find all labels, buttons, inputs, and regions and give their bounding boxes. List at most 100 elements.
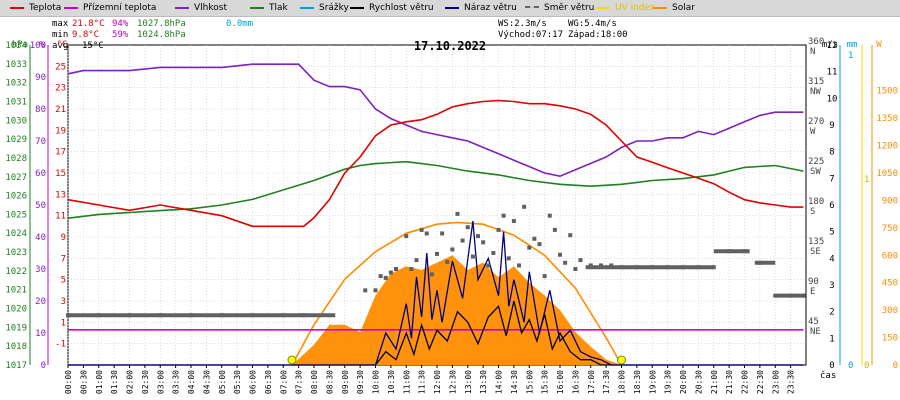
wind-direction-point [394,267,398,271]
wind-direction-point [578,258,583,263]
wind-direction-point [486,263,491,268]
legend-item[interactable]: Přízemní teplota [64,3,156,13]
solar-tick-label: 1500 [876,87,898,97]
stat-min-humidity: 59% [112,30,129,40]
wind-direction-point [363,288,368,293]
wind-direction-point [506,256,511,261]
humidity-tick-label: 50 [35,201,46,211]
direction-tick-label: 45 [808,317,819,327]
wind-direction-point [429,272,434,277]
x-tick-label: 03:00 [156,370,165,394]
temperature-tick-label: 5 [61,276,66,286]
x-tick-label: 11:00 [402,370,411,394]
x-tick-label: 14:30 [510,370,519,394]
legend-item[interactable]: Srážky [300,3,349,13]
wind-direction-point [424,231,429,236]
solar-tick-label: 0 [893,361,898,371]
wind-tick-label: 3 [829,281,834,291]
x-tick-label: 05:00 [218,370,227,394]
x-tick-label: 16:30 [571,370,580,394]
wind-tick-label: 5 [829,228,834,238]
temperature-tick-label: 21 [55,105,66,115]
legend-item[interactable]: Rychlost větru [350,3,434,13]
x-tick-label: 14:00 [495,370,504,394]
direction-tick-label: 135 [808,237,824,247]
wind-tick-label: 12 [827,41,838,51]
pressure-tick-label: 1026 [5,192,27,202]
solar-tick-label: 450 [882,279,898,289]
wind-tick-label: 2 [829,308,834,318]
x-tick-label: 04:00 [187,370,196,394]
temperature-tick-label: 1 [61,318,66,328]
rain-tick-label: 1 [848,51,853,61]
temperature-tick-label: 17 [55,148,66,158]
x-tick-label: 16:00 [556,370,565,394]
direction-compass-label: NW [810,87,821,97]
legend-swatch [10,6,24,9]
wind-direction-point [491,251,496,255]
solar-tick-label: 150 [882,334,898,344]
wind-tick-label: 6 [829,201,834,211]
stat-min-label: min [52,30,68,40]
pressure-tick-label: 1029 [5,135,27,145]
direction-tick-label: 225 [808,157,824,167]
direction-compass-label: W [810,127,816,137]
wind-direction-point [537,242,542,247]
wind-tick-label: 7 [829,174,834,184]
x-tick-label: 19:30 [664,370,673,394]
wind-tick-label: 0 [829,361,834,371]
sunrise-info: Východ:07:17 [498,30,563,40]
humidity-tick-label: 80 [35,105,46,115]
wind-tick-label: 4 [829,254,834,264]
wind-direction-point [445,259,450,264]
legend-label: Solar [672,3,695,13]
legend-item[interactable]: UV index [596,3,655,13]
wind-direction-point [378,274,383,279]
x-tick-label: 18:00 [618,370,627,394]
wind-direction-point [409,267,414,271]
legend-item[interactable]: Teplota [10,3,61,13]
legend-item[interactable]: Solar [653,3,695,13]
pressure-axis-unit: hPa [12,40,28,50]
x-tick-label: 07:00 [279,370,288,394]
direction-compass-label: SW [810,167,821,177]
x-tick-label: 09:30 [356,370,365,394]
legend-swatch [350,6,364,9]
pressure-tick-label: 1027 [5,173,27,183]
legend-label: Tlak [269,3,288,13]
wind-direction-point [573,267,578,271]
wind-tick-label: 8 [829,148,834,158]
wind-direction-point [517,263,521,268]
x-tick-label: 23:30 [787,370,796,394]
wind-direction-point [455,211,460,216]
x-tick-label: 13:30 [479,370,488,394]
direction-compass-label: N [810,47,815,57]
legend-item[interactable]: Náraz větru [445,3,517,13]
x-tick-label: 18:30 [633,370,642,394]
pressure-tick-label: 1030 [5,116,27,126]
temperature-tick-label: 11 [55,212,66,222]
solar-tick-label: 600 [882,251,898,261]
solar-tick-label: 1350 [876,114,898,124]
x-tick-label: 06:30 [264,370,273,394]
pressure-tick-label: 1019 [5,323,27,333]
humidity-tick-label: 10 [35,329,46,339]
legend-label: Teplota [29,3,62,13]
temperature-tick-label: 25 [55,62,66,72]
legend-item[interactable]: Směr větru [525,3,594,13]
legend: Teplota Přízemní teplota Vlhkost Tlak Srážky… [0,0,900,17]
x-tick-label: 02:30 [141,370,150,394]
wind-direction-point [419,227,424,232]
direction-tick-label: 180 [808,197,824,207]
humidity-axis-unit: % [39,40,45,50]
legend-item[interactable]: Vlhkost [175,3,227,13]
x-tick-label: 17:00 [587,370,596,394]
solar-tick-label: 1200 [876,142,898,152]
x-tick-label: 07:30 [295,370,304,394]
wind-direction-point [388,270,393,275]
legend-item[interactable]: Tlak [250,3,288,13]
wind-direction-point [383,275,388,280]
wind-direction-point [496,227,501,232]
x-tick-label: 05:30 [233,370,242,394]
x-tick-label: 15:30 [541,370,550,394]
